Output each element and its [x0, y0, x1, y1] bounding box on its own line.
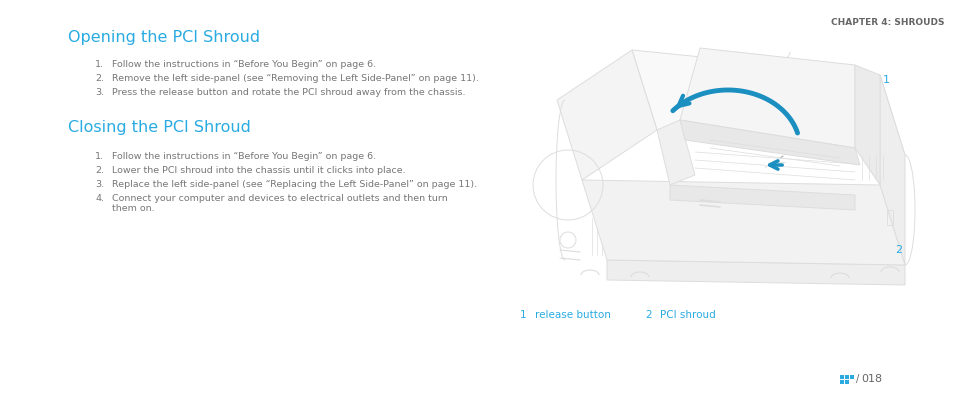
Polygon shape	[631, 50, 904, 155]
Bar	[849, 375, 853, 379]
Text: Lower the PCI shroud into the chassis until it clicks into place.: Lower the PCI shroud into the chassis un…	[112, 166, 405, 175]
Text: Replace the left side-panel (see “Replacing the Left Side-Panel” on page 11).: Replace the left side-panel (see “Replac…	[112, 180, 476, 189]
Text: CHAPTER 4: SHROUDS: CHAPTER 4: SHROUDS	[831, 18, 944, 27]
Text: Closing the PCI Shroud: Closing the PCI Shroud	[68, 120, 251, 135]
Text: 4.: 4.	[95, 194, 104, 203]
Text: 2.: 2.	[95, 166, 104, 175]
Polygon shape	[879, 75, 904, 265]
Polygon shape	[679, 120, 859, 165]
Polygon shape	[606, 260, 904, 285]
Text: Opening the PCI Shroud: Opening the PCI Shroud	[68, 30, 260, 45]
Bar	[844, 375, 848, 379]
Text: 2: 2	[894, 245, 902, 255]
Text: 2.: 2.	[95, 74, 104, 83]
Polygon shape	[657, 120, 695, 185]
Polygon shape	[557, 50, 657, 180]
Text: 3.: 3.	[94, 88, 104, 97]
Polygon shape	[854, 65, 879, 185]
Text: 3.: 3.	[94, 180, 104, 189]
Polygon shape	[669, 185, 854, 210]
Text: 018: 018	[861, 374, 882, 384]
Text: 1: 1	[882, 75, 889, 85]
Text: Remove the left side-panel (see “Removing the Left Side-Panel” on page 11).: Remove the left side-panel (see “Removin…	[112, 74, 478, 83]
Polygon shape	[581, 180, 904, 265]
Polygon shape	[679, 48, 854, 148]
Text: Connect your computer and devices to electrical outlets and then turn
them on.: Connect your computer and devices to ele…	[112, 194, 447, 214]
Text: 1.: 1.	[95, 60, 104, 69]
Text: Follow the instructions in “Before You Begin” on page 6.: Follow the instructions in “Before You B…	[112, 152, 375, 161]
Bar	[840, 380, 843, 384]
Text: PCI shroud: PCI shroud	[659, 310, 715, 320]
Bar	[886, 210, 892, 225]
Text: Press the release button and rotate the PCI shroud away from the chassis.: Press the release button and rotate the …	[112, 88, 465, 97]
Text: Follow the instructions in “Before You Begin” on page 6.: Follow the instructions in “Before You B…	[112, 60, 375, 69]
Text: 1.: 1.	[95, 152, 104, 161]
Bar	[844, 380, 848, 384]
Text: release button: release button	[535, 310, 610, 320]
Text: 2: 2	[644, 310, 651, 320]
Text: /: /	[855, 374, 859, 384]
Bar	[840, 375, 843, 379]
Text: 1: 1	[519, 310, 526, 320]
